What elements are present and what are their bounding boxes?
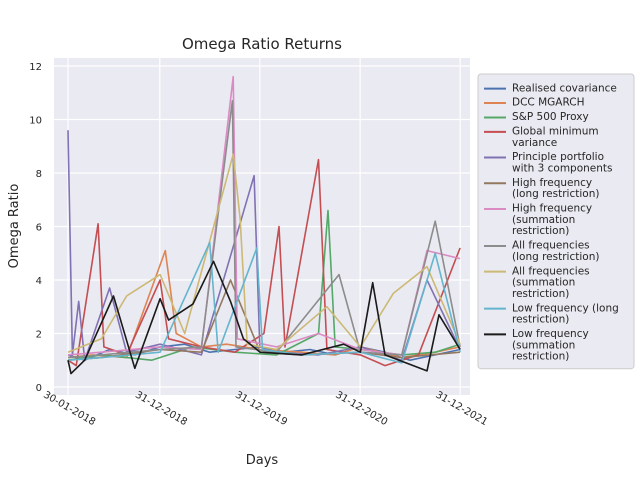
legend-label: (long restriction) — [512, 188, 599, 200]
legend-label: DCC MGARCH — [512, 97, 584, 109]
legend-label: All frequencies — [512, 240, 590, 252]
legend-label: (summation — [512, 339, 575, 351]
y-tick-label: 8 — [36, 169, 42, 180]
y-tick-label: 12 — [29, 62, 42, 73]
y-tick-label: 2 — [36, 329, 42, 340]
legend-label: variance — [512, 137, 557, 149]
legend-label: Principle portfolio — [512, 151, 604, 163]
y-tick-label: 0 — [36, 383, 42, 394]
legend-label: Low frequency — [512, 328, 589, 340]
legend-label: High frequency — [512, 177, 592, 189]
legend-label: Realised covariance — [512, 82, 617, 94]
legend-label: restriction) — [512, 225, 569, 237]
series-line-10 — [67, 241, 461, 364]
legend-label: High frequency — [512, 203, 592, 215]
x-tick-labels: 30-01-2018 31-12-2018 31-12-2019 31-12-2020… — [41, 390, 489, 429]
y-axis-label: Omega Ratio — [7, 184, 22, 269]
legend-label: with 3 components — [512, 163, 613, 175]
x-tick-label: 31-12-2019 — [233, 390, 289, 429]
legend-label: restriction) — [512, 288, 569, 300]
y-tick-labels: 0 2 4 6 8 10 12 — [29, 62, 42, 394]
legend-label: restriction) — [512, 351, 569, 363]
legend-label: S&P 500 Proxy — [512, 111, 589, 123]
legend: Realised covariance DCC MGARCH S&P 500 Pro… — [477, 73, 635, 370]
legend-label: (summation — [512, 214, 575, 226]
y-tick-label: 10 — [29, 116, 42, 127]
legend-label: All frequencies — [512, 265, 590, 277]
chart-title: Omega Ratio Returns — [182, 35, 342, 53]
x-axis-label: Days — [246, 453, 279, 468]
x-tick-label: 30-01-2018 — [41, 390, 97, 429]
y-tick-label: 4 — [36, 276, 42, 287]
legend-label: (long restriction) — [512, 251, 599, 263]
x-tick-label: 31-12-2018 — [133, 390, 189, 429]
y-tick-label: 6 — [36, 223, 42, 234]
series-lines — [67, 75, 461, 375]
legend-label: (summation — [512, 277, 575, 289]
legend-label: Global minimum — [512, 126, 599, 138]
series-line-11 — [67, 260, 461, 375]
x-tick-label: 31-12-2020 — [333, 390, 389, 429]
x-tick-label: 31-12-2021 — [433, 390, 489, 429]
legend-label: restriction) — [512, 314, 569, 326]
legend-label: Low frequency (long — [512, 302, 619, 314]
legend-box — [477, 73, 635, 370]
